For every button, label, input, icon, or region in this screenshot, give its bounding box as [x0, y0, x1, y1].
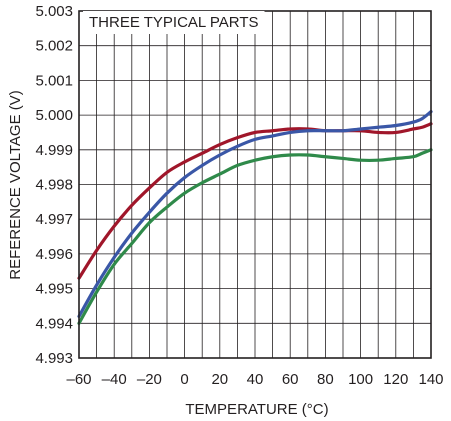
- x-tick-labels: –60 –40 –20 0 20 40 60 80 100 120 140: [66, 371, 443, 388]
- y-tick-label: 5.000: [35, 107, 73, 124]
- series-line-3: [77, 148, 433, 325]
- x-tick-label: –40: [102, 371, 127, 388]
- y-tick-label: 4.994: [35, 315, 73, 332]
- series-lines: [77, 110, 433, 325]
- y-tick-label: 5.002: [35, 38, 73, 55]
- y-tick-label: 4.997: [35, 211, 73, 228]
- y-tick-label: 5.001: [35, 72, 73, 89]
- x-tick-label: –60: [66, 371, 91, 388]
- x-tick-label: 80: [317, 371, 334, 388]
- x-tick-label: 100: [348, 371, 373, 388]
- x-tick-label: 60: [282, 371, 299, 388]
- y-axis-title: REFERENCE VOLTAGE (V): [7, 90, 24, 279]
- annotation-background: [83, 11, 265, 34]
- x-axis-title: TEMPERATURE (°C): [185, 401, 328, 418]
- x-tick-label: 20: [211, 371, 228, 388]
- y-tick-label: 4.995: [35, 281, 73, 298]
- y-tick-label: 4.993: [35, 350, 73, 367]
- x-tick-label: 140: [418, 371, 443, 388]
- grid: [79, 11, 431, 358]
- series-line-2: [77, 110, 433, 318]
- y-tick-label: 5.003: [35, 3, 73, 20]
- y-tick-label: 4.996: [35, 246, 73, 263]
- x-tick-label: 0: [180, 371, 188, 388]
- y-tick-labels: 4.993 4.994 4.995 4.996 4.997 4.998 4.999 5.000…: [35, 3, 73, 367]
- x-tick-label: 120: [383, 371, 408, 388]
- annotation-label: THREE TYPICAL PARTS: [89, 14, 259, 31]
- series-line-1: [77, 122, 433, 280]
- y-tick-label: 4.999: [35, 142, 73, 159]
- y-tick-label: 4.998: [35, 177, 73, 194]
- x-tick-label: 40: [247, 371, 264, 388]
- x-tick-label: –20: [137, 371, 162, 388]
